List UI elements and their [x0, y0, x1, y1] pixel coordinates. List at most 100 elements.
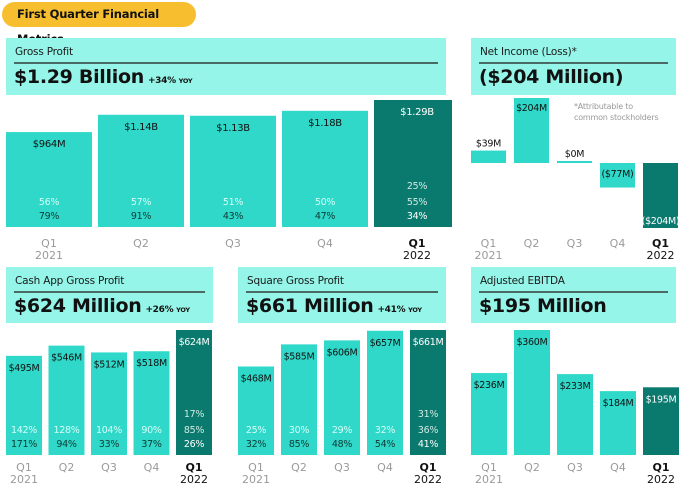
ebitda-value: $195 Million: [479, 295, 607, 317]
gross-profit-panel: Gross Profit $1.29 Billion +34% YOY $964M…: [6, 38, 452, 260]
yoy-change: +26% YOY: [145, 305, 190, 315]
percent-label: 43%: [223, 211, 243, 222]
bar: [176, 330, 212, 455]
data-label: $661M: [413, 337, 444, 348]
header-divider: [246, 291, 438, 293]
cash-app-panel: Cash App Gross Profit $624 Million +26% Y…: [6, 267, 213, 485]
category-label: Q1: [652, 237, 669, 250]
bar: [6, 355, 42, 455]
header-divider: [479, 291, 668, 293]
footnote: *Attributable to common stockholders: [574, 101, 659, 123]
header-divider: [14, 291, 205, 293]
data-label: ($204M): [642, 216, 680, 227]
percent-label: 56%: [39, 197, 59, 208]
category-label: Q2: [59, 461, 75, 474]
category-label: Q1: [185, 461, 202, 474]
percent-label: 29%: [332, 425, 352, 436]
category-label: Q2: [524, 461, 540, 474]
percent-label: 17%: [184, 409, 204, 420]
net-income-label: Net Income (Loss)*: [480, 46, 577, 58]
bar: [190, 115, 276, 227]
category-label: Q1: [16, 461, 32, 474]
net-income-header: Net Income (Loss)* ($204 Million): [471, 38, 676, 95]
bar: [643, 163, 678, 228]
percent-label: 94%: [56, 439, 76, 450]
square-header: Square Gross Profit $661 Million +41% YOY: [238, 267, 446, 323]
category-label: Q3: [225, 237, 241, 250]
headline-value: $624 Million: [14, 295, 142, 317]
data-label: $964M: [33, 139, 66, 150]
percent-label: 37%: [141, 439, 161, 450]
percent-label: 34%: [407, 211, 427, 222]
percent-label: 104%: [96, 425, 122, 436]
square-value: $661 Million +41% YOY: [246, 295, 422, 317]
data-label: $1.13B: [216, 123, 250, 134]
bar: [514, 330, 550, 455]
ebitda-chart: $236MQ12021$360MQ2$233MQ3$184MQ4$195MQ12…: [471, 330, 679, 485]
gross-profit-label: Gross Profit: [15, 46, 73, 58]
category-label: Q4: [610, 237, 626, 250]
category-label: Q2: [133, 237, 149, 250]
category-label: Q3: [101, 461, 117, 474]
bar: [557, 374, 593, 455]
percent-label: 32%: [246, 439, 266, 450]
square-panel: Square Gross Profit $661 Million +41% YOY…: [238, 267, 446, 485]
square-chart: $468M25%32%Q12021$585M30%85%Q2$606M29%48…: [238, 330, 446, 485]
bar: [6, 132, 92, 227]
category-label: Q1: [41, 237, 57, 250]
bar: [514, 98, 549, 163]
percent-label: 51%: [223, 197, 243, 208]
category-label: Q2: [291, 461, 307, 474]
footnote-line: *Attributable to: [574, 102, 633, 111]
data-label: $518M: [136, 358, 167, 369]
category-label: Q1: [248, 461, 264, 474]
data-label: $195M: [646, 394, 677, 405]
percent-label: 25%: [407, 181, 427, 192]
bar: [91, 352, 127, 455]
percent-label: 54%: [375, 439, 395, 450]
bar: [281, 344, 317, 455]
percent-label: 41%: [418, 439, 438, 450]
cash-app-chart: $495M142%171%Q12021$546M128%94%Q2$512M10…: [6, 330, 212, 485]
percent-label: 32%: [375, 425, 395, 436]
bar: [282, 110, 368, 227]
cash-app-header: Cash App Gross Profit $624 Million +26% Y…: [6, 267, 213, 323]
bar: [471, 373, 507, 455]
ebitda-label: Adjusted EBITDA: [480, 275, 565, 287]
category-label: Q4: [317, 237, 333, 250]
data-label: $360M: [517, 337, 548, 348]
percent-label: 91%: [131, 211, 151, 222]
headline-value: $1.29 Billion: [14, 66, 144, 88]
yoy-percent: +34%: [147, 76, 176, 86]
data-label: $657M: [370, 338, 401, 349]
percent-label: 47%: [315, 211, 335, 222]
bar: [471, 150, 506, 163]
percent-label: 79%: [39, 211, 59, 222]
percent-label: 55%: [407, 197, 427, 208]
bar: [367, 330, 403, 455]
bar: [600, 163, 635, 188]
net-income-chart: $39MQ12021$204MQ2$0MQ3($77M)Q4($204M)Q12…: [471, 98, 680, 260]
yoy-suffix: YOY: [178, 77, 193, 85]
bar: [133, 351, 170, 455]
data-label: $495M: [9, 363, 40, 374]
bar: [48, 345, 85, 455]
ebitda-header: Adjusted EBITDA $195 Million: [471, 267, 676, 323]
category-label: 2021: [35, 249, 63, 260]
category-label: 2021: [10, 473, 38, 485]
percent-label: 31%: [418, 409, 438, 420]
yoy-suffix: YOY: [408, 306, 422, 314]
percent-label: 48%: [332, 439, 352, 450]
ebitda-panel: Adjusted EBITDA $195 Million $236M Q1 2021…: [471, 267, 679, 485]
data-label: $184M: [603, 398, 634, 409]
percent-label: 36%: [418, 425, 438, 436]
headline-value: $661 Million: [246, 295, 374, 317]
percent-label: 50%: [315, 197, 335, 208]
category-label: 2021: [475, 473, 503, 485]
bar: [238, 366, 274, 455]
category-label: 2021: [242, 473, 270, 485]
bar: [600, 391, 636, 455]
bar: [374, 100, 452, 227]
data-label: $606M: [327, 347, 358, 358]
bar: [410, 330, 446, 455]
